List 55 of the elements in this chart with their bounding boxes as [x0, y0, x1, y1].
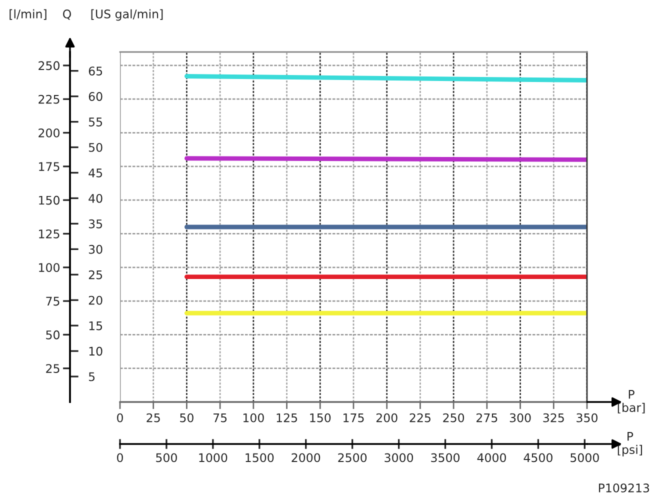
x-tick-label: 325: [543, 413, 564, 422]
y-axis-title: [l/min]: [10, 9, 46, 20]
x-tick-label: 250: [443, 413, 464, 422]
y-tick-label: 125: [39, 229, 60, 238]
text: Q: [63, 9, 71, 20]
x-tick-label: 350: [576, 413, 598, 422]
x-tick-label: 25: [146, 413, 160, 422]
x2-tick-label: 3500: [431, 453, 460, 462]
x-tick-label: 200: [376, 413, 398, 422]
y2-tick-label: 15: [89, 321, 102, 330]
y2-tick-label: 55: [88, 118, 102, 126]
y2-axis-title: [US gal/min]: [91, 9, 163, 21]
y2-tick-label: 20: [88, 296, 102, 305]
y-tick-label: 150: [39, 196, 60, 205]
x-tick-label: 0: [117, 413, 123, 422]
y2-tick-label: 40: [88, 194, 102, 203]
y2-tick-label: 60: [88, 92, 102, 101]
y2-tick-label: 65: [88, 66, 102, 76]
x-tick-label: 175: [344, 413, 364, 422]
x-axis-title: P [bar]: [618, 390, 645, 414]
y2-tick-label: 25: [88, 270, 102, 280]
y-tick-label: 50: [46, 330, 60, 340]
y2-tick-label: 45: [88, 168, 102, 178]
y-tick-label: 25: [46, 364, 60, 373]
x-tick-label: 100: [243, 413, 264, 422]
x2-tick-label: 4000: [477, 453, 506, 462]
x-tick-label: 300: [510, 413, 531, 422]
x2-tick-label: 2500: [338, 453, 367, 462]
y2-tick-label: 50: [88, 142, 102, 152]
y-tick-label: 75: [46, 296, 60, 306]
x-tick-label: 225: [410, 413, 430, 422]
x-tick-label: 150: [310, 413, 331, 422]
x-tick-label: 125: [276, 413, 298, 422]
x2-tick-label: 4500: [524, 453, 552, 462]
x-tick-label: 275: [476, 413, 498, 422]
y-tick-label: 100: [39, 263, 60, 272]
y-tick-label: 175: [39, 162, 60, 172]
x2-tick-label: 1000: [199, 453, 228, 462]
y2-tick-label: 35: [88, 219, 102, 228]
x2-axis-title: P [psi]: [618, 432, 642, 456]
y2-tick-label: 10: [89, 346, 102, 356]
x2-tick-label: 5000: [570, 453, 599, 462]
text: P109213: [598, 483, 650, 492]
y2-tick-label: 5: [88, 372, 95, 382]
x-tick-label: 75: [214, 413, 227, 422]
x2-tick-label: 500: [156, 453, 177, 462]
y2-tick-label: 30: [88, 244, 102, 254]
y-tick-label: 200: [38, 128, 60, 138]
y-tick-label: 225: [38, 94, 60, 104]
x2-tick-label: 1500: [246, 453, 274, 462]
x2-tick-label: 0: [117, 453, 123, 462]
y-tick-label: 250: [38, 61, 60, 70]
x2-tick-label: 3000: [384, 453, 414, 462]
x-tick-label: 50: [180, 413, 194, 422]
x2-tick-label: 2000: [292, 453, 320, 462]
